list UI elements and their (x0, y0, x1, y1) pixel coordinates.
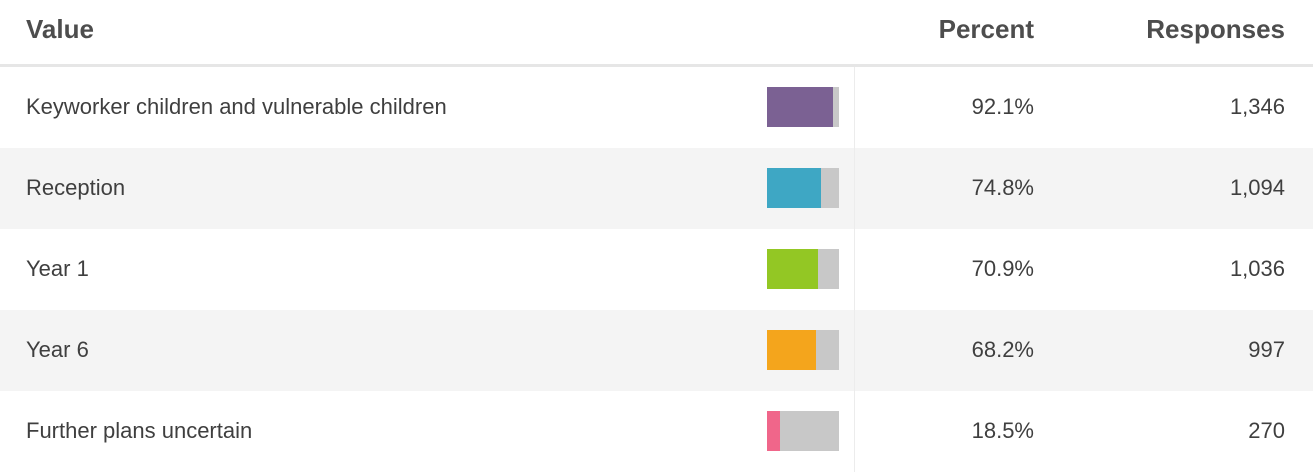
row-percent: 68.2% (971, 337, 1034, 362)
row-percent: 18.5% (971, 418, 1034, 443)
percent-bar (767, 87, 839, 127)
percent-bar-fill (767, 168, 821, 208)
percent-bar-fill (767, 411, 781, 451)
column-divider (854, 229, 855, 310)
table-row: Keyworker children and vulnerable childr… (0, 67, 1313, 148)
row-responses: 1,036 (1229, 256, 1285, 281)
row-label: Reception (26, 175, 126, 200)
row-responses: 270 (1248, 418, 1285, 443)
column-divider (854, 310, 855, 391)
row-responses: 1,094 (1229, 175, 1285, 200)
column-header-responses[interactable]: Responses (1146, 14, 1285, 44)
row-responses: 1,346 (1229, 94, 1285, 119)
column-header-value[interactable]: Value (26, 14, 94, 44)
percent-bar (767, 249, 839, 289)
column-divider (854, 148, 855, 229)
table-row: Year 6 68.2% 997 (0, 310, 1313, 391)
column-header-percent[interactable]: Percent (938, 14, 1034, 44)
row-label: Year 6 (26, 337, 89, 362)
row-responses: 997 (1248, 337, 1285, 362)
row-percent: 92.1% (971, 94, 1034, 119)
table-row: Year 1 70.9% 1,036 (0, 229, 1313, 310)
percent-bar (767, 411, 839, 451)
table-row: Reception 74.8% 1,094 (0, 148, 1313, 229)
row-label: Further plans uncertain (26, 418, 253, 443)
row-label: Year 1 (26, 256, 89, 281)
percent-bar (767, 330, 839, 370)
row-percent: 74.8% (971, 175, 1034, 200)
column-divider (854, 67, 855, 148)
column-divider (854, 391, 855, 472)
percent-bar-fill (767, 87, 834, 127)
table-header: Value Percent Responses (0, 0, 1313, 67)
percent-bar (767, 168, 839, 208)
row-label: Keyworker children and vulnerable childr… (26, 94, 447, 119)
percent-bar-fill (767, 330, 817, 370)
row-percent: 70.9% (971, 256, 1034, 281)
percent-bar-fill (767, 249, 819, 289)
table-row: Further plans uncertain 18.5% 270 (0, 391, 1313, 472)
